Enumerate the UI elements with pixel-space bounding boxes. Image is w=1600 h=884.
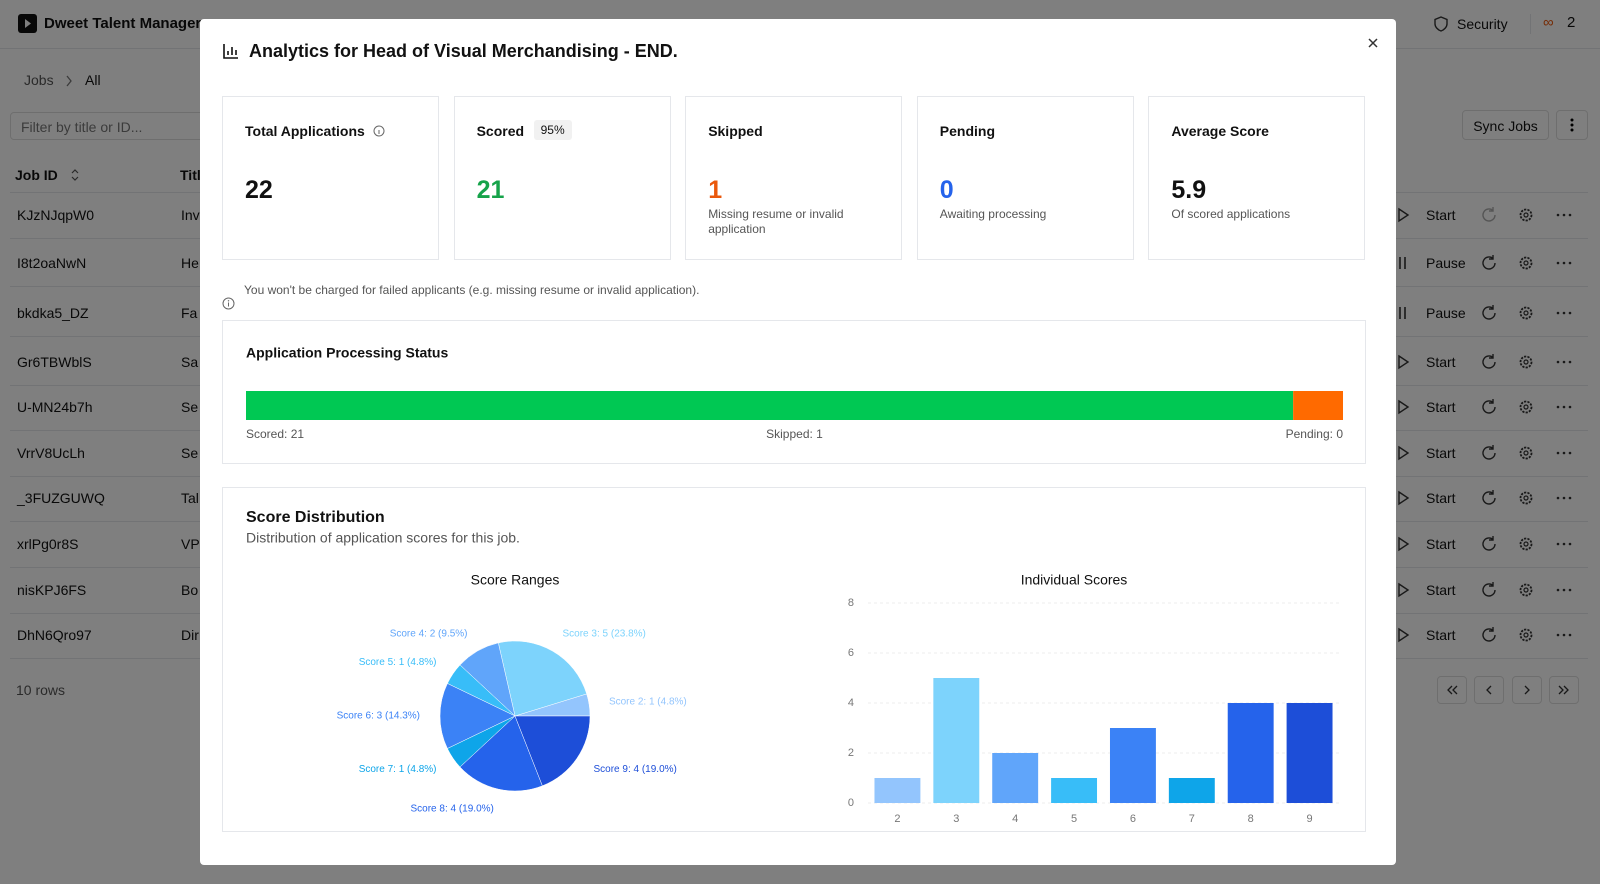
pie-label: Score 6: 3 (14.3%): [337, 711, 420, 722]
pie-slice: [514, 715, 591, 787]
status-panel: Application Processing Status Scored: 21 S…: [222, 320, 1366, 464]
x-tick-label: 6: [1130, 813, 1136, 825]
info-ring: [373, 125, 385, 137]
notice: You won't be charged for failed applican…: [244, 283, 700, 297]
pie-label: Score 4: 2 (9.5%): [390, 628, 468, 639]
card-value: 21: [476, 176, 505, 204]
card-value: 0: [939, 176, 954, 204]
card-label: Pending: [939, 123, 996, 139]
bar: [874, 778, 921, 803]
panel-title: Application Processing Status: [246, 345, 448, 361]
bar: [1286, 703, 1333, 803]
card-note: Of scored applications: [1171, 207, 1291, 221]
info-icon[interactable]: [373, 125, 385, 137]
distribution-panel: Score Distribution Distribution of appli…: [222, 487, 1366, 832]
bar: [1109, 728, 1156, 803]
pie-slice: [459, 715, 543, 792]
x-tick-label: 5: [1071, 813, 1077, 825]
pie-slice: [439, 683, 516, 749]
status-segment: [1293, 391, 1343, 420]
y-tick-label: 2: [848, 747, 854, 759]
bar: [1051, 778, 1098, 803]
stat-card: Scored 95% 21: [453, 96, 671, 260]
status-label: Scored: 21: [246, 427, 304, 441]
y-tick-label: 8: [848, 597, 854, 609]
stat-card: Average Score 5.9 Of scored applications: [1148, 96, 1366, 260]
chart-title: Individual Scores: [1021, 572, 1128, 588]
x-tick-label: 8: [1248, 813, 1254, 825]
modal-title: Analytics for Head of Visual Merchandisi…: [249, 41, 678, 61]
pie-slice: [498, 640, 587, 717]
card-label: Scored: [476, 123, 525, 139]
x-tick-label: 9: [1307, 813, 1313, 825]
card-badge: 95%: [533, 120, 572, 140]
stat-card: Pending 0 Awaiting processing: [916, 96, 1134, 260]
card-value: 1: [708, 176, 723, 204]
y-tick-label: 4: [848, 697, 854, 709]
info-icon: [222, 297, 235, 310]
bar: [992, 753, 1039, 803]
section-title: Score Distribution: [246, 509, 385, 526]
y-tick-label: 6: [848, 647, 854, 659]
card-label: Average Score: [1171, 123, 1269, 139]
stat-card: Total Applications 22: [222, 96, 439, 260]
chart-icon: [223, 44, 238, 59]
pie-label: Score 3: 5 (23.8%): [563, 628, 646, 639]
section-subtitle: Distribution of application scores for t…: [246, 530, 520, 546]
close-button[interactable]: [1366, 36, 1380, 50]
chart-title: Score Ranges: [471, 572, 560, 588]
pie-label: Score 9: 4 (19.0%): [593, 764, 676, 775]
bar: [933, 678, 980, 803]
card-label: Total Applications: [245, 123, 365, 139]
status-label: Pending: 0: [1286, 427, 1344, 441]
distribution-charts: Score Distribution Distribution of appli…: [246, 509, 1339, 825]
pie-label: Score 8: 4 (19.0%): [410, 803, 493, 814]
stat-card: Skipped 1 Missing resume or invalid applic…: [685, 96, 903, 260]
pie-label: Score 5: 1 (4.8%): [359, 657, 437, 668]
card-note: Missing resume or invalid application: [708, 207, 844, 236]
bar: [1227, 703, 1274, 803]
x-tick-label: 3: [953, 813, 959, 825]
x-tick-label: 7: [1189, 813, 1195, 825]
analytics-modal: Analytics for Head of Visual Merchandisi…: [200, 19, 1396, 865]
pie-label: Score 7: 1 (4.8%): [359, 764, 437, 775]
status-label: Skipped: 1: [766, 427, 823, 441]
x-tick-label: 4: [1012, 813, 1018, 825]
status-segment: [246, 391, 1294, 420]
pie-label: Score 2: 1 (4.8%): [609, 696, 687, 707]
y-tick-label: 0: [848, 797, 854, 809]
x-tick-label: 2: [894, 813, 900, 825]
card-note: Awaiting processing: [939, 207, 1047, 221]
bar: [1168, 778, 1215, 803]
card-value: 22: [245, 176, 273, 204]
status-chart: Application Processing Status Scored: 21 S…: [246, 345, 1344, 441]
card-value: 5.9: [1171, 176, 1207, 204]
card-label: Skipped: [708, 123, 763, 139]
